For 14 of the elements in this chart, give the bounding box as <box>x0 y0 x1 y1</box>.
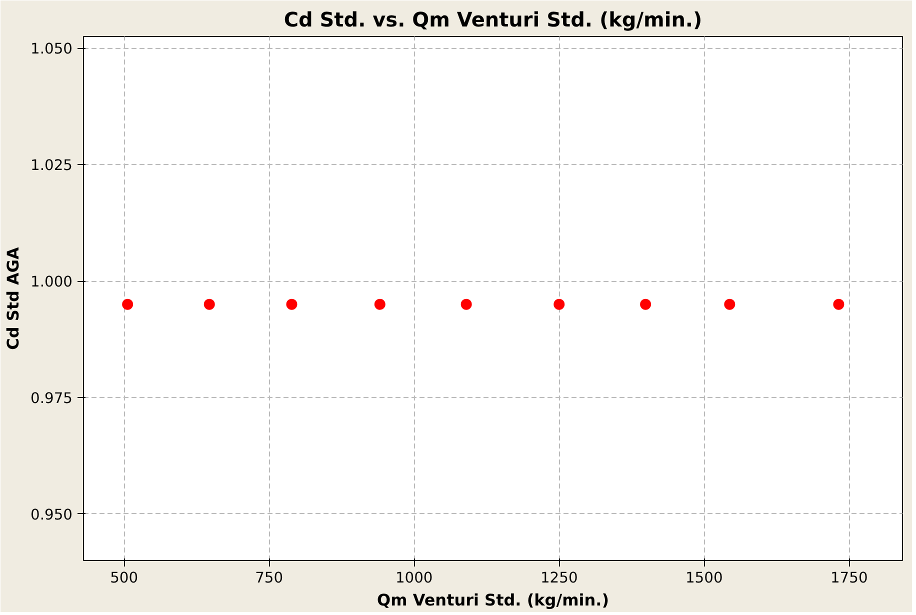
y-tick-label: 0.950 <box>30 506 73 524</box>
y-tick-label: 0.975 <box>30 390 73 407</box>
y-axis-title: Cd Std AGA <box>4 246 23 350</box>
chart-title: Cd Std. vs. Qm Venturi Std. (kg/min.) <box>284 8 702 32</box>
x-tick-label: 1000 <box>395 570 433 586</box>
x-tick-label: 750 <box>255 570 284 586</box>
x-tick-label: 1250 <box>540 570 578 586</box>
x-tick-label: 1500 <box>685 570 723 586</box>
y-tick-label: 1.025 <box>30 157 73 174</box>
x-tick-label: 1750 <box>830 570 868 586</box>
y-tick-label: 1.050 <box>30 40 73 58</box>
y-tick-label: 1.000 <box>30 274 73 291</box>
x-axis-title: Qm Venturi Std. (kg/min.) <box>376 590 610 610</box>
x-tick-label: 500 <box>110 570 138 586</box>
